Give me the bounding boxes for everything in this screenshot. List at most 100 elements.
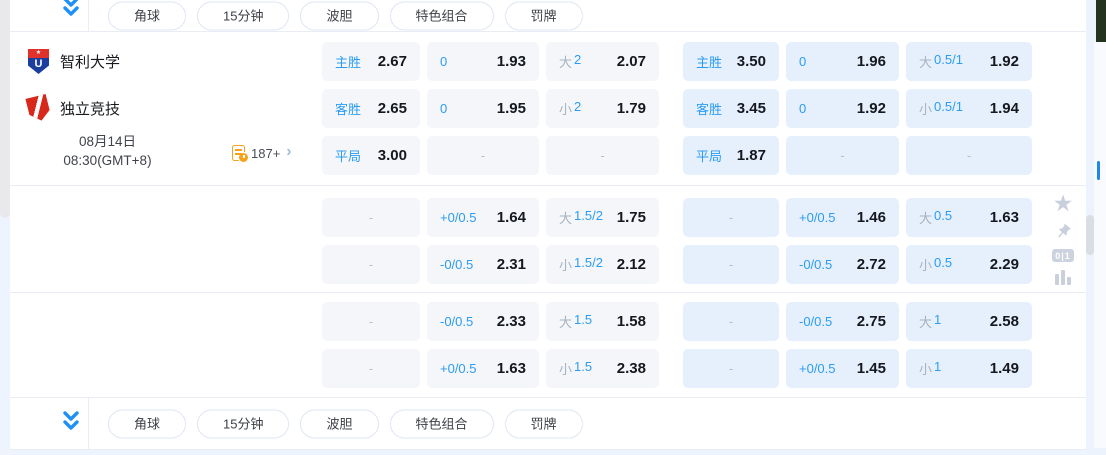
odds-cell[interactable]: 小 2 1.79 bbox=[546, 89, 659, 128]
odds-cell[interactable]: - bbox=[322, 245, 420, 284]
odds-label: 平局 bbox=[696, 149, 723, 164]
right-scrollbar-thumb[interactable] bbox=[1086, 215, 1094, 255]
market-tab-3[interactable]: 特色组合 bbox=[389, 1, 494, 30]
market-tab-0[interactable]: 角球 bbox=[108, 1, 187, 30]
odds-label-prefix: 大 bbox=[919, 211, 933, 226]
odds-cell[interactable]: +0/0.5 1.63 bbox=[427, 349, 539, 388]
odds-cell[interactable]: 0 1.93 bbox=[427, 42, 539, 81]
market-tab-2[interactable]: 波胆 bbox=[300, 1, 379, 30]
odds-cell[interactable]: 大 0.5 1.63 bbox=[906, 198, 1032, 237]
pin-icon[interactable] bbox=[1054, 223, 1072, 241]
odds-value: 2.12 bbox=[616, 256, 646, 273]
odds-cell[interactable]: -0/0.5 2.75 bbox=[786, 302, 899, 341]
market-tab-1[interactable]: 15分钟 bbox=[197, 1, 290, 30]
odds-cell[interactable]: 大 1.5 1.58 bbox=[546, 302, 659, 341]
odds-value: 1.93 bbox=[496, 53, 526, 70]
collapse-chevron-double-down-icon[interactable] bbox=[60, 0, 84, 21]
away-team-logo-icon bbox=[28, 96, 49, 121]
odds-cell[interactable]: - bbox=[906, 136, 1032, 175]
odds-cell[interactable]: 小 0.5/1 1.94 bbox=[906, 89, 1032, 128]
odds-label: 主胜 bbox=[335, 55, 362, 70]
odds-cell[interactable]: 大 0.5/1 1.92 bbox=[906, 42, 1032, 81]
odds-cell[interactable]: -0/0.5 2.72 bbox=[786, 245, 899, 284]
odds-row: - +0/0.5 1.63 小 1.5 2.38 - +0/0.5 1.45 小 1 1.49 bbox=[322, 349, 1032, 388]
home-logo-star: ★ bbox=[28, 49, 49, 58]
odds-value: 2.29 bbox=[989, 256, 1019, 273]
odds-cell[interactable]: 主胜 2.67 bbox=[322, 42, 420, 81]
odds-cell[interactable]: 小 1.5 2.38 bbox=[546, 349, 659, 388]
more-markets-link[interactable]: 187+ › bbox=[232, 144, 292, 163]
odds-cell[interactable]: +0/0.5 1.45 bbox=[786, 349, 899, 388]
stats-bars-icon[interactable] bbox=[1055, 270, 1071, 285]
odds-cell[interactable]: - bbox=[322, 349, 420, 388]
odds-cell[interactable]: - bbox=[427, 136, 539, 175]
match-odds-panel: 角球 15分钟 波胆 特色组合 罚牌 ★ U 智利大学 独立竞技 08月14日 08:3… bbox=[10, 0, 1086, 450]
odds-value: 2.33 bbox=[496, 313, 526, 330]
odds-value: 3.50 bbox=[736, 53, 766, 70]
odds-value: 3.45 bbox=[736, 100, 766, 117]
odds-cell[interactable]: 大 1 2.58 bbox=[906, 302, 1032, 341]
odds-cell[interactable]: 客胜 2.65 bbox=[322, 89, 420, 128]
odds-label-prefix: 大 bbox=[559, 315, 573, 330]
divider bbox=[88, 398, 89, 449]
collapse-chevron-double-down-icon[interactable] bbox=[60, 411, 84, 435]
odds-label: 大 0.5/1 bbox=[919, 52, 963, 70]
odds-cell[interactable]: 0 1.95 bbox=[427, 89, 539, 128]
odds-label-prefix: 大 bbox=[919, 55, 933, 70]
odds-cell[interactable]: 平局 3.00 bbox=[322, 136, 420, 175]
odds-value: 2.58 bbox=[989, 313, 1019, 330]
scoreboard-icon[interactable]: 0|1 bbox=[1052, 249, 1074, 262]
market-tab-2[interactable]: 波胆 bbox=[300, 409, 379, 438]
odds-cell[interactable]: 小 1 1.49 bbox=[906, 349, 1032, 388]
odds-cell[interactable]: 客胜 3.45 bbox=[683, 89, 779, 128]
odds-label: -0/0.5 bbox=[440, 257, 474, 272]
odds-label: -0/0.5 bbox=[799, 257, 833, 272]
odds-cell[interactable]: -0/0.5 2.33 bbox=[427, 302, 539, 341]
odds-cell[interactable]: - bbox=[322, 302, 420, 341]
market-tab-1[interactable]: 15分钟 bbox=[197, 409, 290, 438]
odds-value: 1.46 bbox=[856, 209, 886, 226]
odds-cell[interactable]: - bbox=[683, 245, 779, 284]
odds-cell[interactable]: 0 1.96 bbox=[786, 42, 899, 81]
odds-cell[interactable]: 平局 1.87 bbox=[683, 136, 779, 175]
odds-cell[interactable]: 大 2 2.07 bbox=[546, 42, 659, 81]
odds-value: 1.92 bbox=[989, 53, 1019, 70]
odds-cell[interactable]: 小 1.5/2 2.12 bbox=[546, 245, 659, 284]
odds-cell[interactable]: - bbox=[786, 136, 899, 175]
odds-cell[interactable]: 大 1.5/2 1.75 bbox=[546, 198, 659, 237]
odds-value: 2.07 bbox=[616, 53, 646, 70]
left-scrollbar-thumb[interactable] bbox=[0, 0, 10, 218]
odds-value: 1.49 bbox=[989, 360, 1019, 377]
odds-cell[interactable]: +0/0.5 1.46 bbox=[786, 198, 899, 237]
odds-cell[interactable]: -0/0.5 2.31 bbox=[427, 245, 539, 284]
odds-row: - -0/0.5 2.33 大 1.5 1.58 - -0/0.5 2.75 大 1 2.58 bbox=[322, 302, 1032, 341]
market-tab-4[interactable]: 罚牌 bbox=[504, 1, 583, 30]
group-gap bbox=[666, 349, 676, 388]
odds-value: 1.58 bbox=[616, 313, 646, 330]
odds-row: - -0/0.5 2.31 小 1.5/2 2.12 - -0/0.5 2.72 小 0.5 2.29 bbox=[322, 245, 1032, 284]
market-tab-3[interactable]: 特色组合 bbox=[389, 409, 494, 438]
odds-label: 0 bbox=[799, 101, 807, 116]
odds-cell[interactable]: - bbox=[546, 136, 659, 175]
market-tab-4[interactable]: 罚牌 bbox=[504, 409, 583, 438]
kickoff-date: 08月14日 bbox=[78, 134, 137, 149]
odds-cell[interactable]: - bbox=[683, 349, 779, 388]
odds-value: 2.75 bbox=[856, 313, 886, 330]
odds-cell[interactable]: +0/0.5 1.64 bbox=[427, 198, 539, 237]
divider bbox=[10, 185, 1086, 186]
odds-cell[interactable]: - bbox=[683, 198, 779, 237]
odds-label: 大 1.5 bbox=[559, 312, 593, 330]
odds-value: 1.94 bbox=[989, 100, 1019, 117]
odds-cell[interactable]: 主胜 3.50 bbox=[683, 42, 779, 81]
market-tab-0[interactable]: 角球 bbox=[108, 409, 187, 438]
kickoff-time: 08:30(GMT+8) bbox=[63, 153, 152, 168]
odds-cell[interactable]: 小 0.5 2.29 bbox=[906, 245, 1032, 284]
odds-cell[interactable]: 0 1.92 bbox=[786, 89, 899, 128]
empty-odds: - bbox=[368, 314, 374, 329]
odds-label-prefix: 大 bbox=[559, 211, 573, 226]
favorite-star-icon[interactable]: ★ bbox=[1052, 190, 1074, 216]
odds-value: 2.72 bbox=[856, 256, 886, 273]
odds-cell[interactable]: - bbox=[322, 198, 420, 237]
odds-cell[interactable]: - bbox=[683, 302, 779, 341]
